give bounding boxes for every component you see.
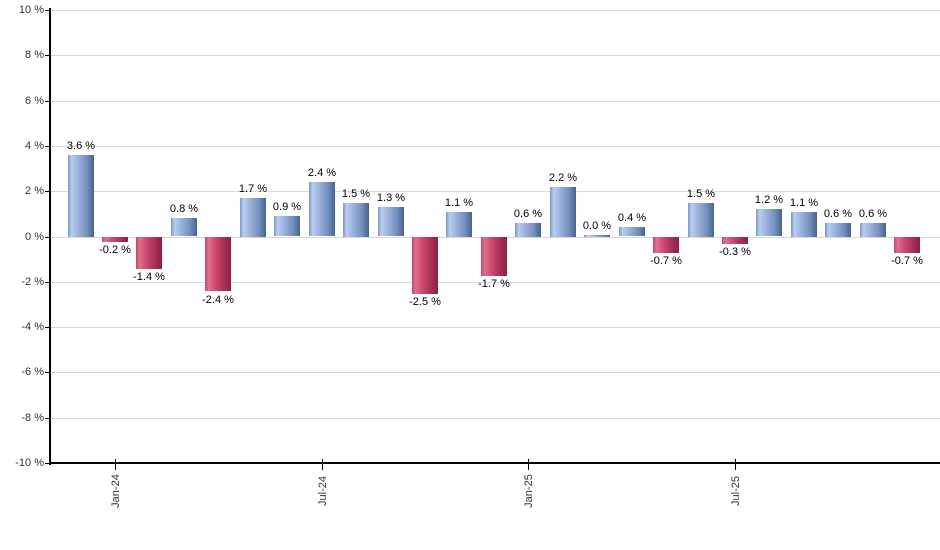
x-axis-tick [528, 459, 529, 470]
h-gridline [50, 146, 940, 147]
negative-bar [205, 237, 231, 291]
bar-value-label: -0.7 % [891, 255, 923, 267]
bar-value-label: -0.7 % [650, 255, 682, 267]
negative-bar [412, 237, 438, 294]
bar-value-label: 1.5 % [341, 188, 371, 200]
bar-value-label: 1.2 % [754, 194, 784, 206]
y-axis-tick [45, 418, 50, 419]
y-axis-tick-label: -8 % [21, 412, 44, 424]
y-axis-tick [45, 327, 50, 328]
x-axis-tick-label: Jul-24 [317, 476, 329, 506]
bar-value-label: -0.3 % [719, 246, 751, 258]
positive-bar [756, 209, 782, 236]
bar-value-label: 2.4 % [307, 167, 337, 179]
bar-value-label: 2.2 % [548, 172, 578, 184]
positive-bar [860, 223, 886, 237]
bar-value-label: 1.3 % [376, 192, 406, 204]
y-axis-tick-label: -10 % [15, 457, 44, 469]
bar-value-label: 1.7 % [238, 183, 268, 195]
positive-bar [68, 155, 94, 237]
x-axis-tick-label: Jul-25 [730, 476, 742, 506]
bar-value-label: -1.4 % [133, 271, 165, 283]
y-axis-tick-label: 4 % [25, 140, 44, 152]
y-axis-tick [45, 463, 50, 464]
h-gridline [50, 372, 940, 373]
bar-value-label: 0.0 % [582, 220, 612, 232]
negative-bar [136, 237, 162, 269]
y-axis-tick [45, 372, 50, 373]
bar-value-label: -1.7 % [478, 278, 510, 290]
positive-bar [309, 182, 335, 236]
h-gridline [50, 418, 940, 419]
x-axis-tick [735, 459, 736, 470]
negative-bar [894, 237, 920, 253]
y-axis-tick-label: -2 % [21, 276, 44, 288]
positive-bar [515, 223, 541, 237]
bar-value-label: 3.6 % [66, 140, 96, 152]
bar-value-label: -2.5 % [409, 296, 441, 308]
positive-bar [825, 223, 851, 237]
x-axis-line [49, 462, 940, 464]
y-axis-tick [45, 10, 50, 11]
y-axis-tick-label: 6 % [25, 95, 44, 107]
y-axis-tick [45, 101, 50, 102]
h-gridline [50, 10, 940, 11]
h-gridline [50, 55, 940, 56]
positive-bar [584, 235, 610, 237]
x-axis-tick [115, 459, 116, 470]
positive-bar [274, 216, 300, 236]
negative-bar [653, 237, 679, 253]
positive-bar [240, 198, 266, 237]
bar-value-label: 1.1 % [444, 197, 474, 209]
y-axis-tick-label: -4 % [21, 321, 44, 333]
bar-value-label: 0.6 % [823, 208, 853, 220]
negative-bar [722, 237, 748, 244]
h-gridline [50, 282, 940, 283]
y-axis-tick [45, 55, 50, 56]
positive-bar [446, 212, 472, 237]
y-axis-tick [45, 237, 50, 238]
bar-value-label: 1.5 % [686, 188, 716, 200]
bar-value-label: 0.8 % [169, 203, 199, 215]
y-axis-tick-label: 10 % [18, 4, 44, 16]
y-axis-line [49, 8, 51, 465]
positive-bar [378, 207, 404, 236]
y-axis-tick-label: -6 % [21, 366, 44, 378]
h-gridline [50, 101, 940, 102]
positive-bar [688, 203, 714, 237]
positive-bar [343, 203, 369, 237]
h-gridline [50, 327, 940, 328]
positive-bar [791, 212, 817, 237]
bar-value-label: 0.6 % [513, 208, 543, 220]
bar-value-label: 0.6 % [858, 208, 888, 220]
x-axis-tick-label: Jan-24 [110, 474, 122, 508]
bar-value-label: 1.1 % [789, 197, 819, 209]
bar-value-label: 0.9 % [272, 201, 302, 213]
negative-bar [102, 237, 128, 242]
positive-bar [171, 218, 197, 236]
positive-bar [550, 187, 576, 237]
y-axis-tick-label: 0 % [25, 231, 44, 243]
positive-bar [619, 227, 645, 236]
bar-value-label: -0.2 % [99, 244, 131, 256]
bar-value-label: 0.4 % [617, 212, 647, 224]
y-axis-tick [45, 282, 50, 283]
x-axis-tick-label: Jan-25 [523, 474, 535, 508]
h-gridline [50, 191, 940, 192]
bar-value-label: -2.4 % [202, 294, 234, 306]
y-axis-tick-label: 2 % [25, 185, 44, 197]
x-axis-tick [322, 459, 323, 470]
y-axis-tick [45, 146, 50, 147]
negative-bar [481, 237, 507, 276]
y-axis-tick-label: 8 % [25, 49, 44, 61]
y-axis-tick [45, 191, 50, 192]
